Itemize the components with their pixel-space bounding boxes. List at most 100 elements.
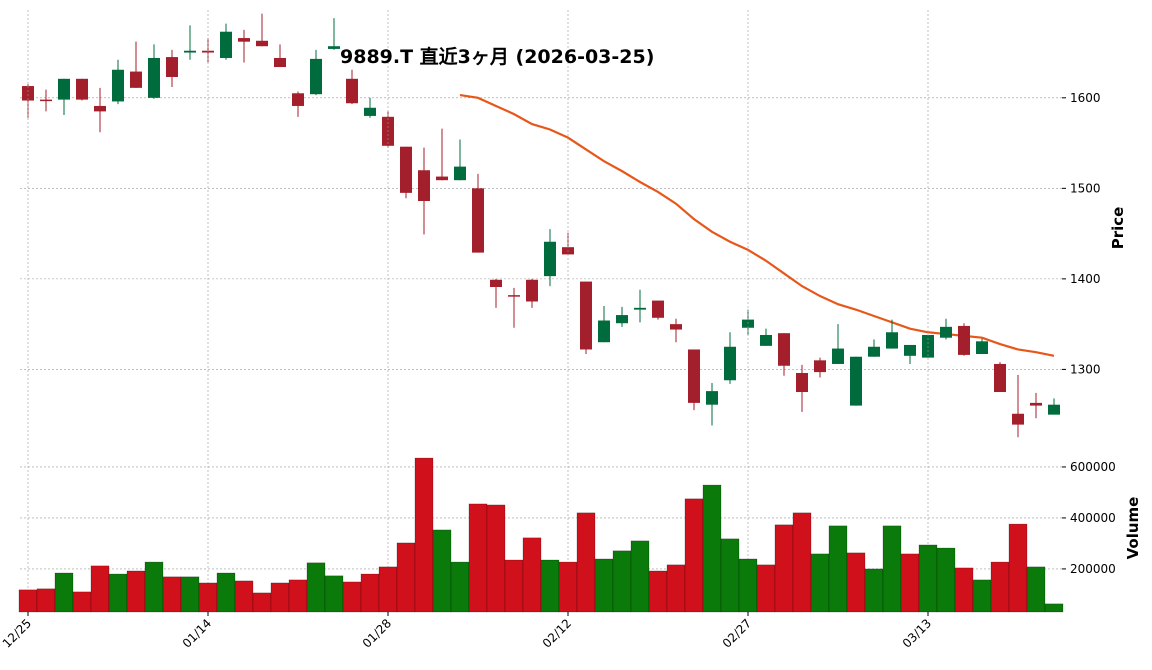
candle-body <box>994 363 1006 393</box>
candle-body <box>796 373 808 393</box>
candle-body <box>76 78 88 100</box>
candle-body <box>40 99 52 102</box>
volume-bar <box>540 559 560 613</box>
y-tick-label: 1400 <box>1070 272 1101 286</box>
candle-body <box>58 78 70 100</box>
candle-body <box>1048 404 1060 415</box>
y-tick-label: 1600 <box>1070 91 1101 105</box>
volume-bar <box>990 561 1010 613</box>
candle-body <box>850 356 862 406</box>
volume-bar <box>630 540 650 613</box>
candle-body <box>94 105 106 112</box>
candle-body <box>724 346 736 381</box>
x-tick-label: 02/12 <box>540 616 574 650</box>
candle-body <box>976 341 988 354</box>
volume-bar <box>126 570 146 613</box>
candle-body <box>1030 402 1042 406</box>
volume-bar <box>936 547 956 613</box>
candle-body <box>652 300 664 318</box>
volume-bar <box>864 568 884 613</box>
candle-body <box>148 57 160 98</box>
candle-body <box>220 31 232 58</box>
candle-body <box>256 40 268 47</box>
candle-body <box>814 360 826 373</box>
volume-bar <box>954 567 974 613</box>
candle-body <box>526 279 538 302</box>
volume-bar <box>414 457 434 613</box>
volume-bar <box>648 570 668 613</box>
volume-bar <box>72 591 92 613</box>
candle-body <box>310 58 322 95</box>
candle-body <box>580 281 592 350</box>
candle-body <box>670 324 682 330</box>
candle-body <box>886 332 898 349</box>
candle-body <box>472 188 484 253</box>
candle-body <box>328 46 340 49</box>
volume-bar <box>342 581 362 613</box>
volume-bar <box>198 582 218 613</box>
candle-body <box>292 93 304 106</box>
volume-bar <box>1026 566 1046 613</box>
volume-bar <box>828 525 848 613</box>
y-tick-label: 600000 <box>1070 460 1116 474</box>
volume-bar <box>90 565 110 613</box>
volume-bar <box>180 576 200 613</box>
candle-body <box>238 38 250 42</box>
candle-body <box>598 320 610 343</box>
volume-bar <box>396 542 416 613</box>
volume-bar <box>270 582 290 613</box>
candle-body <box>490 279 502 288</box>
volume-bar <box>108 573 128 613</box>
volume-bar <box>36 588 56 613</box>
candle-body <box>166 57 178 77</box>
candle-body <box>436 176 448 181</box>
volume-bar <box>54 572 74 613</box>
volume-bar <box>792 512 812 613</box>
volume-bar <box>234 580 254 613</box>
y-tick-label: 1500 <box>1070 181 1101 195</box>
volume-bar <box>432 529 452 613</box>
candle-body <box>868 346 880 357</box>
volume-bar <box>450 561 470 613</box>
x-tick-label: 01/28 <box>360 616 394 650</box>
volume-bar <box>162 576 182 613</box>
candle-body <box>454 166 466 181</box>
candle-body <box>688 349 700 403</box>
candle-body <box>184 50 196 53</box>
volume-bar <box>378 566 398 613</box>
volume-bar <box>288 579 308 613</box>
volume-bar <box>360 573 380 613</box>
volume-bar <box>756 564 776 613</box>
volume-bar <box>810 553 830 613</box>
y-tick-label: 1300 <box>1070 362 1101 376</box>
volume-bar <box>504 559 524 613</box>
x-tick-label: 01/14 <box>180 616 214 650</box>
volume-bar <box>846 552 866 613</box>
candle-body <box>832 348 844 364</box>
candle-body <box>418 170 430 202</box>
candle-body <box>544 241 556 277</box>
volume-bar <box>720 538 740 613</box>
y-tick-label: 400000 <box>1070 511 1116 525</box>
volume-bar <box>702 484 722 613</box>
volume-bar <box>306 562 326 613</box>
volume-bar <box>900 553 920 613</box>
y-axis-label: Price <box>1109 207 1127 250</box>
volume-bar <box>972 579 992 613</box>
x-tick-label: 02/27 <box>720 616 754 650</box>
candle-body <box>112 69 124 102</box>
candle-body <box>760 334 772 346</box>
x-tick-label: 03/13 <box>900 616 934 650</box>
candle-body <box>22 86 34 101</box>
candle-body <box>940 326 952 338</box>
candle-body <box>508 295 520 297</box>
candle-body <box>364 107 376 116</box>
volume-bar <box>1044 603 1064 613</box>
volume-bar <box>1008 523 1028 613</box>
candle-body <box>400 146 412 193</box>
chart-title: 9889.T 直近3ヶ月 (2026-03-25) <box>340 45 654 68</box>
x-tick-label: 12/25 <box>0 616 34 650</box>
candle-body <box>634 307 646 310</box>
y-axis-label: Volume <box>1124 497 1142 560</box>
